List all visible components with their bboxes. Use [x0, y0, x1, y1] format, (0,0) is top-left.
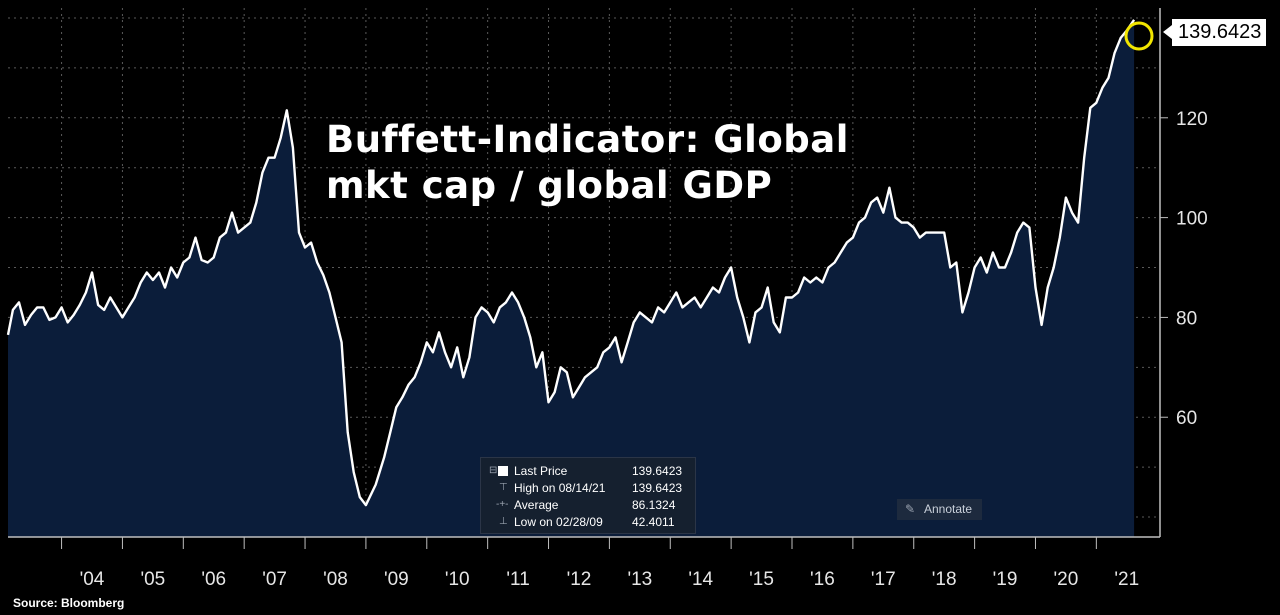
- x-tick-label: '18: [932, 569, 957, 590]
- x-tick-label: '20: [1054, 569, 1079, 590]
- x-tick-label: '19: [993, 569, 1018, 590]
- chart-title: Buffett-Indicator: Global mkt cap / glob…: [326, 117, 849, 209]
- x-tick-label: '06: [201, 569, 226, 590]
- y-tick-label: 120: [1176, 109, 1208, 130]
- x-tick-label: '11: [506, 569, 529, 590]
- legend-row-low: ⊥ Low on 02/28/09 42.4011: [481, 514, 695, 530]
- x-tick-label: '10: [445, 569, 470, 590]
- legend-value: 139.6423: [632, 481, 683, 495]
- x-tick-label: '07: [262, 569, 287, 590]
- chart-title-line-2: mkt cap / global GDP: [326, 164, 773, 207]
- legend-label: Low on 02/28/09: [514, 515, 603, 529]
- x-tick-label: '05: [140, 569, 165, 590]
- legend-label: High on 08/14/21: [514, 481, 606, 495]
- high-marker-icon: ⊤: [499, 482, 508, 493]
- legend-value: 86.1324: [632, 498, 676, 512]
- x-axis-ticks: '04 '05 '06 '07 '08 '09 '10 '11 '12 '13 '14 '15 '16 '…: [61, 537, 1139, 590]
- pencil-icon: ✎: [905, 502, 916, 516]
- legend-box[interactable]: ⊟ Last Price 139.6423 ⊤ High on 08/14/21…: [480, 457, 696, 534]
- average-marker-icon: -+-: [496, 499, 509, 510]
- x-tick-label: '17: [871, 569, 896, 590]
- legend-row-average: -+- Average 86.1324: [481, 497, 695, 513]
- y-axis-ticks: 60 80 100 120: [1160, 109, 1208, 429]
- legend-row-last-price: ⊟ Last Price 139.6423: [481, 463, 695, 479]
- legend-label: Average: [514, 498, 559, 512]
- y-tick-label: 80: [1176, 308, 1197, 329]
- x-tick-label: '12: [567, 569, 592, 590]
- collapse-icon[interactable]: ⊟: [489, 465, 498, 476]
- x-tick-label: '04: [80, 569, 105, 590]
- series-line: [6, 19, 1136, 507]
- series-swatch: [498, 466, 508, 476]
- x-tick-label: '21: [1114, 569, 1139, 590]
- x-tick-label: '08: [323, 569, 348, 590]
- x-tick-label: '14: [688, 569, 713, 590]
- x-tick-label: '09: [384, 569, 409, 590]
- x-tick-label: '13: [627, 569, 652, 590]
- legend-value: 139.6423: [632, 464, 683, 478]
- annotate-button[interactable]: ✎ Annotate: [897, 499, 982, 520]
- area-fill: [8, 19, 1135, 538]
- low-marker-icon: ⊥: [499, 516, 508, 527]
- last-point-highlight-circle: [1124, 21, 1154, 51]
- legend-value: 42.4011: [632, 515, 675, 529]
- y-tick-label: 100: [1176, 209, 1208, 230]
- source-note: Source: Bloomberg: [13, 596, 125, 610]
- last-value-label: 139.6423: [1162, 19, 1267, 46]
- x-tick-label: '16: [810, 569, 835, 590]
- legend-label: Last Price: [514, 464, 568, 478]
- x-tick-label: '15: [749, 569, 774, 590]
- legend-row-high: ⊤ High on 08/14/21 139.6423: [481, 480, 695, 496]
- y-tick-label: 60: [1176, 408, 1197, 429]
- chart-title-line-1: Buffett-Indicator: Global: [326, 118, 849, 161]
- annotate-label: Annotate: [924, 502, 973, 516]
